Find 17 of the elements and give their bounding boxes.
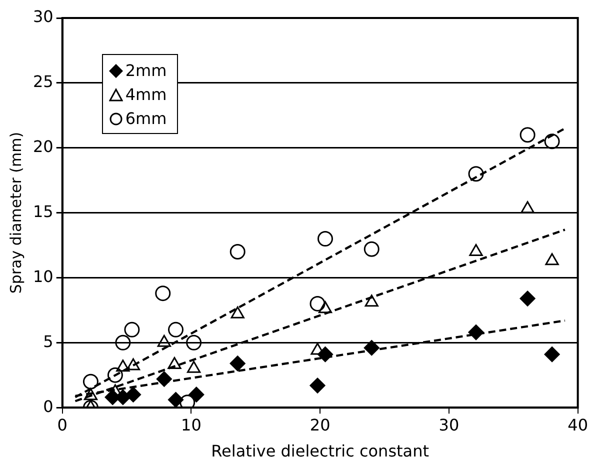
x-tick-label: 30 — [438, 415, 460, 434]
x-tick-label: 0 — [57, 415, 68, 434]
y-tick-label: 10 — [33, 266, 54, 286]
x-tick-label: 20 — [310, 415, 330, 434]
y-tick-label: 30 — [33, 7, 54, 26]
x-tick-label: 10 — [181, 415, 202, 434]
y-axis-title: Spray diameter (mm) — [6, 132, 25, 294]
legend-label: 4mm — [125, 84, 167, 106]
x-axis-title: Relative dielectric constant — [211, 442, 430, 461]
legend-label: 2mm — [125, 60, 167, 82]
x-tick-label: 40 — [568, 415, 588, 434]
legend-label: 6mm — [125, 108, 167, 130]
y-tick-label: 0 — [43, 396, 54, 416]
y-tick-label: 15 — [33, 202, 54, 221]
y-tick-label: 20 — [33, 137, 54, 156]
y-tick-label: 25 — [33, 72, 54, 92]
y-tick-label: 5 — [43, 332, 54, 351]
